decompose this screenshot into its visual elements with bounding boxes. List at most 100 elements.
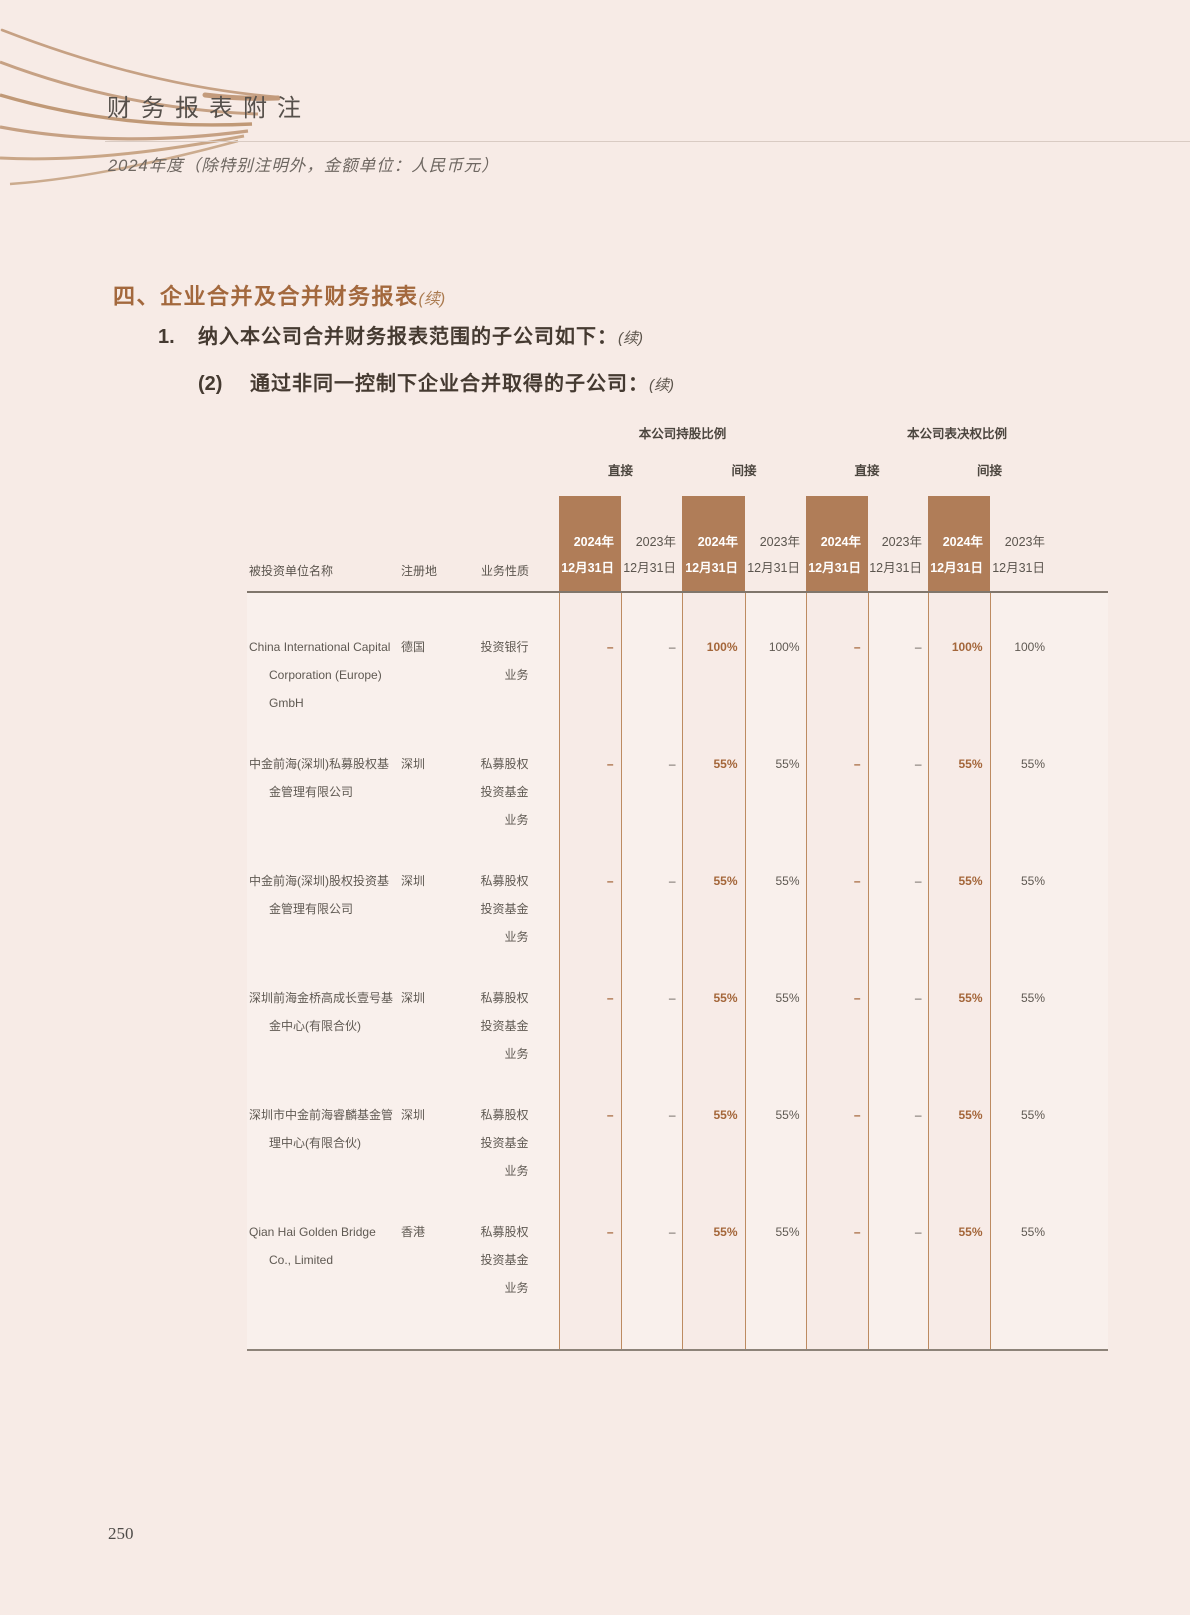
column-header-2023: 2023年 12月31日 (745, 496, 807, 593)
group-header-voting: 本公司表决权比例 (907, 427, 1008, 441)
column-header-investee-name: 被投资单位名称 (247, 496, 395, 593)
value-cell-2023: 55% (745, 851, 807, 968)
value-cell-2024: 100% (681, 592, 746, 734)
value-cell-2024: 100% (927, 592, 991, 734)
value-cell-2023: – (868, 968, 929, 1085)
value-cell-2024: 55% (681, 1202, 746, 1319)
stripe-column-end (558, 1319, 622, 1351)
value-cell-2024: – (805, 851, 869, 968)
investee-name-cell: 深圳市中金前海睿麟基金管理中心(有限合伙) (247, 1085, 395, 1202)
value-cell-2024: – (558, 734, 622, 851)
value-cell-2024: – (805, 968, 869, 1085)
page-number: 250 (108, 1524, 134, 1543)
business-nature-cell: 投资银行业务 (471, 592, 559, 734)
value-cell-2024: – (805, 592, 869, 734)
spacer-cell (395, 1319, 471, 1351)
spacer-cell (868, 1319, 929, 1351)
column-header-2023: 2023年 12月31日 (621, 496, 682, 593)
column-header-2024: 2024年 12月31日 (559, 496, 621, 593)
subsection-heading-1: 1. 纳入本公司合并财务报表范围的子公司如下：(续) (158, 320, 643, 349)
spacer-cell (247, 1319, 395, 1351)
section-heading-text: 四、企业合并及合并财务报表 (113, 284, 419, 309)
continued-mark: (续) (618, 330, 643, 347)
value-cell-2023: 100% (745, 592, 807, 734)
value-cell-2023: – (621, 1202, 682, 1319)
value-cell-2024: 55% (681, 968, 746, 1085)
value-cell-2023: 55% (745, 734, 807, 851)
subsection-number: (2) (198, 373, 223, 395)
value-cell-2024: – (558, 1085, 622, 1202)
value-cell-2024: – (805, 734, 869, 851)
page-subtitle: 2024年度（除特别注明外，金额单位：人民币元） (108, 157, 499, 175)
value-cell-2023: 55% (745, 1202, 807, 1319)
stripe-column-end (927, 1319, 991, 1351)
row-padding-cell (1051, 1085, 1109, 1202)
stripe-column-end (805, 1319, 869, 1351)
registration-cell: 香港 (395, 1202, 471, 1319)
table-row: 深圳市中金前海睿麟基金管理中心(有限合伙) 深圳 私募股权投资基金业务 – –55% 55… (247, 1085, 1109, 1202)
group-header-row: 本公司持股比例 本公司表决权比例 (247, 421, 1108, 457)
value-cell-2024: 55% (681, 1085, 746, 1202)
business-nature-cell: 私募股权投资基金业务 (471, 734, 559, 851)
registration-cell: 深圳 (395, 851, 471, 968)
registration-cell: 深圳 (395, 734, 471, 851)
subsidiaries-table-container: 本公司持股比例 本公司表决权比例 直接 间接 直接 间接 被投资单位名称 注册地… (247, 421, 1109, 1351)
subsection-text: 纳入本公司合并财务报表范围的子公司如下： (198, 326, 618, 348)
section-heading: 四、企业合并及合并财务报表(续) (113, 279, 445, 311)
column-header-2023: 2023年 12月31日 (868, 496, 929, 593)
stripe-column-end (681, 1319, 746, 1351)
registration-cell: 德国 (395, 592, 471, 734)
value-cell-2024: – (805, 1085, 869, 1202)
spacer-cell (621, 1319, 682, 1351)
value-cell-2023: 55% (990, 734, 1052, 851)
column-header-2024: 2024年 12月31日 (928, 496, 991, 593)
header-divider (105, 141, 1190, 142)
subgroup-direct: 直接 (607, 464, 633, 478)
value-cell-2024: 55% (927, 734, 991, 851)
column-header-2023: 2023年 12月31日 (990, 496, 1052, 593)
value-cell-2023: 55% (745, 968, 807, 1085)
subgroup-indirect: 间接 (731, 464, 757, 478)
page-title: 财务报表附注 (107, 95, 311, 122)
value-cell-2023: – (868, 851, 929, 968)
table-row: 深圳前海金桥高成长壹号基金中心(有限合伙) 深圳 私募股权投资基金业务 – –55% 55… (247, 968, 1109, 1085)
spacer-cell (1051, 1319, 1109, 1351)
value-cell-2023: – (868, 1202, 929, 1319)
table-body: China International Capital Corporation … (247, 592, 1109, 1351)
value-cell-2023: – (621, 851, 682, 968)
value-cell-2024: – (558, 968, 622, 1085)
value-cell-2023: – (621, 1085, 682, 1202)
column-header-registration: 注册地 (395, 496, 471, 593)
value-cell-2024: 55% (681, 734, 746, 851)
row-padding-cell (1051, 851, 1109, 968)
spacer-cell (990, 1319, 1052, 1351)
table-row: Qian Hai Golden Bridge Co., Limited 香港 私募股… (247, 1202, 1109, 1319)
continued-mark: (续) (649, 377, 674, 394)
investee-name-cell: China International Capital Corporation … (247, 592, 395, 734)
value-cell-2024: – (805, 1202, 869, 1319)
row-padding-cell (1051, 592, 1109, 734)
column-header-business: 业务性质 (471, 496, 559, 593)
table-row: China International Capital Corporation … (247, 592, 1109, 734)
row-padding-cell (1051, 1202, 1109, 1319)
business-nature-cell: 私募股权投资基金业务 (471, 968, 559, 1085)
subsidiaries-table: 本公司持股比例 本公司表决权比例 直接 间接 直接 间接 被投资单位名称 注册地… (247, 421, 1109, 1351)
subsection-heading-2: (2) 通过非同一控制下企业合并取得的子公司：(续) (198, 367, 674, 396)
subgroup-direct: 直接 (854, 464, 880, 478)
column-header-2024: 2024年 12月31日 (806, 496, 869, 593)
value-cell-2024: 55% (681, 851, 746, 968)
spacer-cell (471, 1319, 559, 1351)
value-cell-2023: 100% (990, 592, 1052, 734)
subgroup-indirect: 间接 (977, 464, 1003, 478)
value-cell-2023: 55% (745, 1085, 807, 1202)
group-header-shareholding: 本公司持股比例 (638, 427, 727, 441)
value-cell-2024: – (558, 851, 622, 968)
column-header-2024: 2024年 12月31日 (682, 496, 745, 593)
table-row: 中金前海(深圳)股权投资基金管理有限公司 深圳 私募股权投资基金业务 – –55% 55%… (247, 851, 1109, 968)
value-cell-2023: – (868, 592, 929, 734)
registration-cell: 深圳 (395, 968, 471, 1085)
value-cell-2023: – (621, 734, 682, 851)
column-header-row: 被投资单位名称 注册地 业务性质 2024年 12月31日 2023年 12月31日… (247, 496, 1109, 593)
decorative-wave-logo (0, 28, 281, 186)
spacer-cell (745, 1319, 807, 1351)
